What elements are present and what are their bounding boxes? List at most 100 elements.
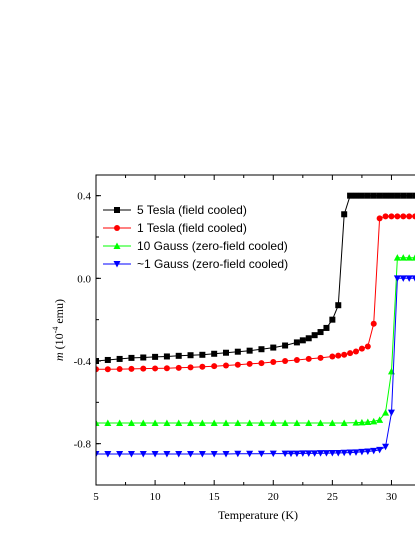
- series-4-point: [399, 275, 407, 282]
- series-1-point: [140, 354, 147, 361]
- series-1: [96, 192, 415, 364]
- series-4-point: [387, 409, 395, 417]
- y-axis-title: m (10-4 emu): [51, 299, 66, 361]
- legend-swatch-marker: [114, 225, 120, 231]
- series-4-point: [198, 451, 206, 458]
- legend-label: 5 Tesla (field cooled): [137, 203, 247, 217]
- series-1-point: [382, 192, 389, 199]
- series-3-point: [234, 419, 242, 426]
- series-1-point: [347, 192, 354, 199]
- series-3: [96, 254, 415, 426]
- series-3-point: [163, 419, 171, 426]
- series-4-line: [96, 277, 415, 455]
- series-2-point: [128, 365, 135, 372]
- y-tick-label: 0.4: [77, 191, 91, 203]
- series-2-point: [400, 213, 407, 220]
- series-4-point: [175, 451, 183, 458]
- series-2-point: [96, 366, 99, 373]
- series-4-point: [393, 275, 401, 282]
- series-1-point: [364, 192, 371, 199]
- series-2-point: [199, 363, 206, 370]
- series-3-point: [317, 419, 325, 426]
- series-1-point: [370, 192, 377, 199]
- series-1-point: [329, 316, 336, 323]
- series-2-point: [116, 366, 123, 373]
- series-1-point: [388, 192, 395, 199]
- series-3-point: [399, 254, 407, 261]
- series-1-point: [199, 351, 206, 358]
- series-3-point: [246, 419, 254, 426]
- series-4-point: [364, 448, 372, 456]
- series-1-point: [116, 355, 123, 362]
- series-4-point: [322, 450, 330, 457]
- y-axis-title-symbol: m: [52, 352, 66, 361]
- series-3-point: [104, 419, 112, 426]
- series-3-point: [281, 419, 289, 426]
- series-3-point: [151, 419, 159, 426]
- series-1-point: [305, 335, 312, 342]
- series-1-point: [293, 339, 300, 346]
- series-3-point: [305, 419, 313, 426]
- series-3-point: [364, 418, 372, 425]
- legend-item-3: 10 Gauss (zero-field cooled): [103, 239, 288, 253]
- series-3-point: [352, 419, 360, 426]
- series-4-point: [405, 275, 413, 282]
- y-axis-title-unit-end: emu): [52, 299, 66, 327]
- series-1-point: [323, 324, 330, 331]
- series-4-point: [210, 451, 218, 458]
- y-tick-label: 0.0: [77, 273, 91, 285]
- series-2-point: [270, 359, 277, 366]
- series-2-point: [341, 351, 348, 358]
- series-4-point: [299, 450, 307, 457]
- x-tick-label: 30: [386, 491, 398, 503]
- legend-label: 1 Tesla (field cooled): [137, 221, 247, 235]
- x-tick-label: 5: [93, 491, 99, 503]
- series-4-point: [293, 450, 301, 458]
- series-1-point: [299, 337, 306, 344]
- legend-label: 10 Gauss (zero-field cooled): [137, 239, 288, 253]
- series-4-point: [376, 446, 384, 454]
- series-1-point: [211, 350, 218, 357]
- series-4-point: [352, 449, 360, 456]
- series-2-point: [152, 365, 159, 372]
- series-4-point: [317, 450, 325, 457]
- x-tick-label: 20: [268, 491, 280, 503]
- y-axis-title-unit-start: (10: [52, 333, 66, 352]
- series-4-point: [163, 451, 171, 458]
- series-1-point: [152, 353, 159, 360]
- series-2-point: [305, 355, 312, 362]
- series-1-point: [258, 346, 265, 353]
- series-2-point: [364, 343, 371, 350]
- plot-frame: [95, 174, 415, 486]
- series-1-point: [246, 347, 253, 354]
- series-3-point: [198, 419, 206, 426]
- series-4-point: [287, 450, 295, 458]
- series-3-point: [370, 417, 378, 425]
- series-3-point: [328, 419, 336, 426]
- series-1-point: [412, 192, 415, 199]
- series-2-point: [163, 365, 170, 372]
- series-1-point: [163, 353, 170, 360]
- series-4-point: [382, 443, 390, 451]
- series-3-point: [393, 254, 401, 261]
- series-4-point: [334, 449, 342, 457]
- y-axis-title-exponent: -4: [51, 327, 60, 334]
- y-tick-label: -0.8: [74, 439, 92, 451]
- series-3-point: [405, 254, 413, 261]
- legend-item-4: ~1 Gauss (zero-field cooled): [103, 257, 288, 271]
- series-3-point: [411, 254, 415, 261]
- series-2-point: [104, 366, 111, 373]
- series-4-point: [234, 450, 242, 458]
- series-1-point: [394, 192, 401, 199]
- y-axis: 0.4 0.0 -0.4 -0.8: [74, 191, 101, 451]
- legend-item-1: 5 Tesla (field cooled): [103, 203, 247, 217]
- series-2-point: [388, 213, 395, 220]
- series-2-point: [175, 364, 182, 371]
- series-4-point: [411, 275, 415, 282]
- series-2-point: [246, 360, 253, 367]
- series-1-point: [282, 342, 289, 349]
- legend-swatch-marker: [113, 261, 121, 268]
- series-3-point: [210, 419, 218, 426]
- series-2-point: [329, 353, 336, 360]
